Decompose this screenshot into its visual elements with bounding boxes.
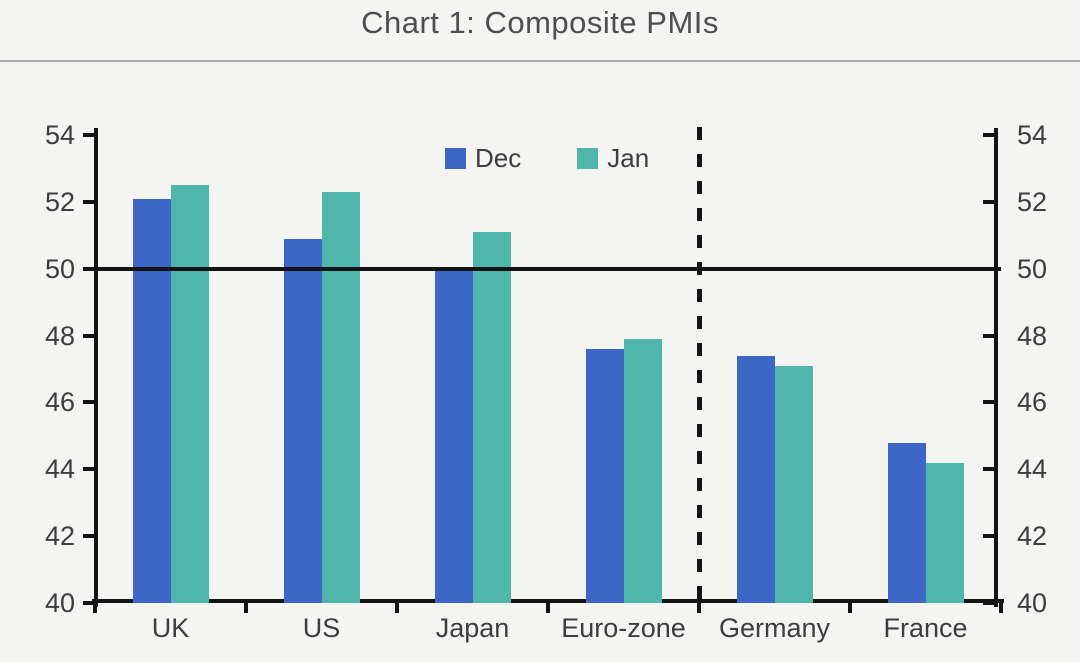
bar-dec-us: [283, 238, 322, 603]
x-axis-tick: [697, 601, 701, 613]
legend: Dec Jan: [445, 143, 649, 174]
x-axis-tick: [546, 601, 550, 613]
x-axis-tick: [244, 601, 248, 613]
composite-pmi-plot-area: 40 40 42 42 44 44 46 46 48 48 50 50 52 52 54 54 UK US Japa…: [45, 120, 1047, 643]
bar-dec-euro-zone: [585, 348, 624, 603]
x-axis-label-euro-zone: Euro-zone: [561, 613, 686, 643]
y-axis-label-right: 48: [1017, 320, 1048, 351]
legend-swatch-dec: [445, 148, 466, 169]
x-axis-tick: [999, 601, 1003, 613]
bar-jan-us: [321, 191, 360, 603]
bar-dec-japan: [434, 268, 473, 603]
bar-jan-germany: [774, 365, 813, 603]
y-axis-label-right: 50: [1017, 253, 1048, 284]
y-axis-right-line: [994, 128, 998, 607]
legend-item-jan: Jan: [577, 143, 649, 174]
bar-dec-uk: [132, 198, 171, 603]
legend-item-dec: Dec: [445, 143, 521, 174]
y-axis-tick-left: [83, 601, 95, 605]
bar-dec-france: [887, 442, 926, 603]
y-axis-label-left: 42: [44, 521, 75, 552]
y-axis-tick-right: [983, 199, 995, 204]
x-axis-label-us: US: [302, 613, 341, 643]
y-axis-label-left: 52: [44, 186, 75, 217]
y-axis-label-right: 54: [1017, 120, 1048, 150]
bar-jan-france: [925, 462, 964, 603]
y-axis-label-left: 40: [44, 588, 75, 618]
x-axis-label-germany: Germany: [718, 613, 831, 643]
y-axis-label-left: 46: [44, 387, 75, 418]
y-axis-label-left: 44: [44, 454, 75, 485]
y-axis-tick-left: [83, 534, 95, 539]
y-axis-tick-left: [83, 199, 95, 204]
title-divider-line: [0, 60, 1080, 62]
y-axis-label-right: 52: [1017, 186, 1048, 217]
x-axis-label-japan: Japan: [435, 613, 510, 643]
y-axis-tick-right: [983, 601, 995, 605]
y-axis-tick-right: [983, 400, 995, 405]
dashed-divider-line: [696, 127, 702, 605]
legend-swatch-jan: [577, 148, 599, 169]
y-axis-label-right: 46: [1017, 387, 1048, 418]
bar-dec-germany: [736, 355, 775, 603]
y-axis-left-line: [94, 128, 98, 607]
bar-jan-euro-zone: [623, 338, 662, 603]
legend-label-jan: Jan: [607, 143, 650, 173]
y-axis-label-left: 54: [44, 120, 75, 150]
x-axis-label-france: France: [883, 613, 968, 643]
x-axis-tick: [93, 601, 97, 613]
y-axis-label-right: 42: [1017, 521, 1048, 552]
legend-label-dec: Dec: [475, 143, 522, 173]
y-axis-tick-right: [983, 467, 995, 472]
x-axis-tick: [395, 601, 399, 613]
y-axis-label-left: 48: [44, 320, 75, 351]
reference-line-50: [95, 266, 1001, 271]
y-axis-tick-right: [983, 333, 995, 338]
y-axis-label-left: 50: [44, 253, 75, 284]
x-axis-tick: [848, 601, 852, 613]
x-axis-label-uk: UK: [151, 613, 190, 643]
y-axis-tick-right: [983, 133, 995, 137]
bar-jan-japan: [472, 231, 511, 603]
y-axis-tick-left: [83, 133, 95, 137]
y-axis-tick-right: [983, 534, 995, 539]
y-axis-tick-left: [83, 400, 95, 405]
y-axis-tick-left: [83, 467, 95, 472]
y-axis-label-right: 40: [1017, 588, 1048, 618]
y-axis-tick-left: [83, 333, 95, 338]
y-axis-tick-left: [83, 266, 95, 271]
y-axis-label-right: 44: [1017, 454, 1048, 485]
chart-title: Chart 1: Composite PMIs: [361, 5, 719, 40]
bar-jan-uk: [170, 185, 209, 603]
